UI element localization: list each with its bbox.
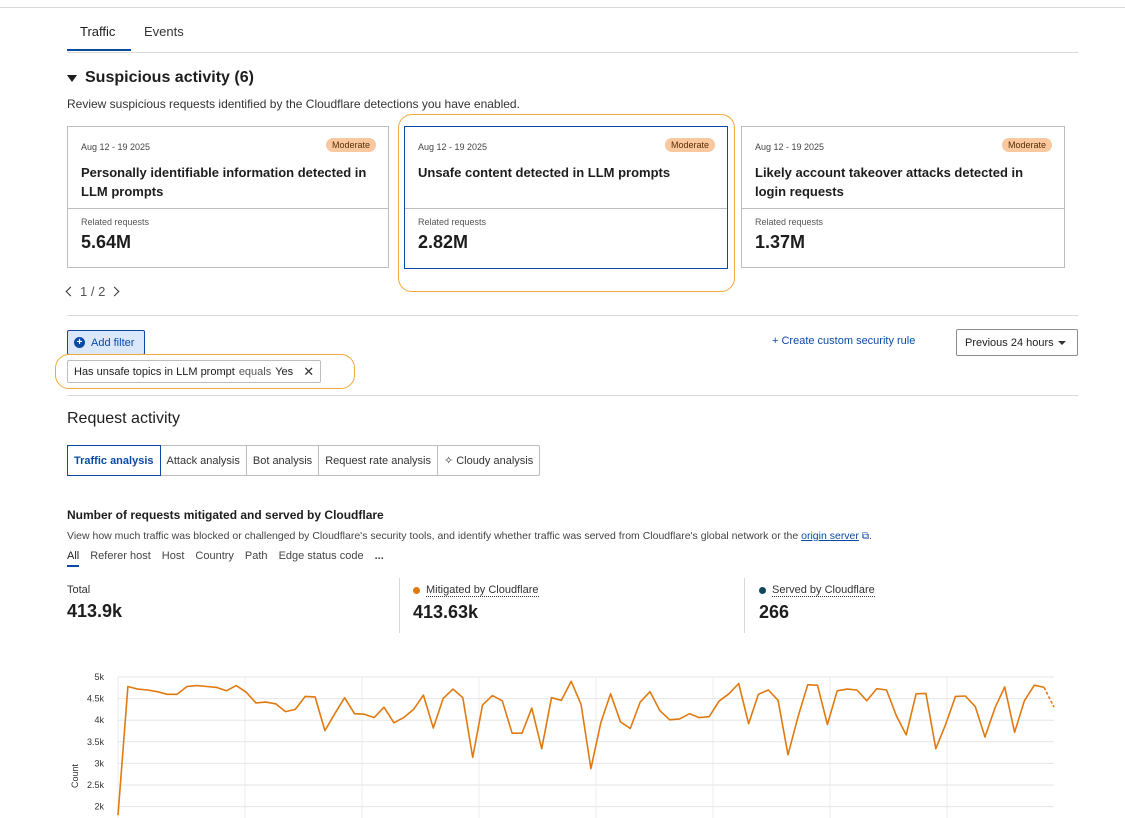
time-range-value: Previous 24 hours bbox=[965, 336, 1054, 349]
card-related-value: 5.64M bbox=[81, 232, 132, 252]
filter-chip[interactable]: Has unsafe topics in LLM prompt equals Y… bbox=[67, 360, 322, 383]
subtab-referer-host[interactable]: Referer host bbox=[90, 550, 151, 562]
section-divider bbox=[67, 395, 1078, 396]
suspicious-activity-description: Review suspicious requests identified by… bbox=[67, 97, 520, 111]
active-tab-indicator bbox=[67, 49, 131, 51]
time-range-select[interactable]: Previous 24 hours bbox=[956, 329, 1078, 356]
add-filter-label: Add filter bbox=[91, 336, 135, 349]
suspicious-activity-heading: Suspicious activity (6) bbox=[85, 69, 254, 86]
y-tick-label: 3k bbox=[94, 758, 104, 768]
subtab-path[interactable]: Path bbox=[244, 550, 268, 562]
request-activity-title: Request activity bbox=[67, 410, 180, 427]
y-axis-label: Count bbox=[70, 763, 80, 788]
sparkle-icon: ✧ bbox=[443, 455, 454, 467]
chart-description: View how much traffic was blocked or cha… bbox=[67, 530, 872, 542]
legend-dot-served bbox=[759, 587, 766, 594]
filter-value: Yes bbox=[275, 365, 294, 378]
subtab-edge-status-code[interactable]: Edge status code bbox=[278, 550, 364, 562]
card-divider bbox=[68, 208, 388, 209]
card-title: Personally identifiable information dete… bbox=[81, 165, 367, 199]
metric-label: Total bbox=[67, 584, 91, 596]
metric-value: 266 bbox=[759, 602, 790, 622]
metric-value: 413.63k bbox=[413, 602, 479, 622]
suspicious-card-account-takeover[interactable]: Aug 12 - 19 2025 Moderate Likely account… bbox=[741, 126, 1065, 268]
segment-cloudy-label: Cloudy analysis bbox=[456, 454, 534, 467]
card-divider bbox=[742, 208, 1064, 209]
card-related-label: Related requests bbox=[755, 217, 824, 227]
y-tick-label: 5k bbox=[94, 672, 104, 682]
y-tick-label: 3.5k bbox=[87, 737, 105, 747]
suspicious-card-unsafe-content[interactable]: Aug 12 - 19 2025 Moderate Unsafe content… bbox=[404, 126, 728, 269]
segment-request-rate-analysis[interactable]: Request rate analysis bbox=[319, 446, 438, 475]
pager-text: 1 / 2 bbox=[80, 284, 106, 299]
metric-total: Total 413.9k bbox=[67, 584, 122, 622]
origin-server-link[interactable]: origin server bbox=[801, 530, 859, 542]
tab-events[interactable]: Events bbox=[144, 24, 184, 39]
filter-operator: equals bbox=[238, 365, 272, 378]
card-related-value: 2.82M bbox=[418, 232, 469, 252]
plus-circle-icon: + bbox=[74, 337, 85, 348]
section-divider bbox=[67, 315, 1078, 316]
metric-served: Served by Cloudflare 266 bbox=[759, 584, 875, 623]
segment-cloudy-analysis[interactable]: ✧ Cloudy analysis bbox=[438, 446, 539, 475]
chart-description-text: View how much traffic was blocked or cha… bbox=[67, 530, 799, 542]
legend-dot-mitigated bbox=[413, 587, 420, 594]
cards-pager: 1 / 2 bbox=[65, 284, 120, 299]
chevron-right-icon[interactable] bbox=[109, 286, 120, 297]
segment-bot-analysis[interactable]: Bot analysis bbox=[247, 446, 320, 475]
card-related-label: Related requests bbox=[418, 217, 487, 227]
main-tabs: Traffic Events bbox=[67, 14, 1078, 53]
subtab-all[interactable]: All bbox=[67, 550, 80, 567]
metric-mitigated: Mitigated by Cloudflare 413.63k bbox=[413, 584, 539, 623]
caret-down-icon bbox=[67, 74, 77, 82]
card-title: Unsafe content detected in LLM prompts bbox=[418, 165, 671, 180]
filter-field: Has unsafe topics in LLM prompt bbox=[74, 365, 235, 378]
segment-traffic-analysis[interactable]: Traffic analysis bbox=[67, 445, 161, 476]
card-date: Aug 12 - 19 2025 bbox=[755, 142, 825, 152]
series-line-mitigated bbox=[117, 680, 1045, 816]
external-link-icon[interactable]: ⧉ bbox=[861, 531, 869, 542]
suspicious-card-pii[interactable]: Aug 12 - 19 2025 Moderate Personally ide… bbox=[67, 126, 389, 268]
metric-separator bbox=[399, 578, 400, 633]
metric-value: 413.9k bbox=[67, 601, 123, 621]
metric-separator bbox=[744, 578, 745, 633]
y-tick-label: 4.5k bbox=[87, 694, 105, 704]
requests-line-chart: 2k 2.5k 3k 3.5k 4k 4.5k 5k Count bbox=[70, 672, 1055, 818]
highlight-ring-filter bbox=[55, 354, 355, 389]
create-custom-rule-link[interactable]: + Create custom security rule bbox=[772, 335, 916, 347]
severity-badge: Moderate bbox=[325, 138, 376, 152]
chevron-left-icon[interactable] bbox=[65, 286, 76, 297]
card-date: Aug 12 - 19 2025 bbox=[81, 142, 151, 152]
y-tick-label: 4k bbox=[94, 715, 104, 725]
chart-description-end: . bbox=[868, 530, 872, 542]
chevron-down-icon bbox=[1057, 340, 1066, 345]
tab-traffic[interactable]: Traffic bbox=[80, 24, 116, 39]
card-date: Aug 12 - 19 2025 bbox=[418, 142, 488, 152]
subtab-country[interactable]: Country bbox=[195, 550, 234, 562]
card-related-label: Related requests bbox=[81, 217, 150, 227]
close-icon[interactable]: ✕ bbox=[303, 363, 315, 379]
severity-badge: Moderate bbox=[664, 138, 715, 152]
series-line-partial-segment bbox=[1043, 687, 1055, 708]
breakdown-tabs: All Referer host Host Country Path Edge … bbox=[67, 550, 384, 567]
highlight-ring-card bbox=[398, 114, 735, 292]
card-divider bbox=[405, 208, 727, 209]
metric-label[interactable]: Served by Cloudflare bbox=[772, 584, 875, 597]
suspicious-activity-toggle[interactable]: Suspicious activity (6) bbox=[67, 69, 254, 87]
metric-label[interactable]: Mitigated by Cloudflare bbox=[426, 584, 539, 597]
more-options-icon[interactable]: ... bbox=[374, 550, 384, 562]
subtab-host[interactable]: Host bbox=[161, 550, 185, 562]
severity-badge: Moderate bbox=[1001, 138, 1052, 152]
card-related-value: 1.37M bbox=[755, 232, 806, 252]
card-title: Likely account takeover attacks detected… bbox=[755, 165, 1024, 199]
segment-attack-analysis[interactable]: Attack analysis bbox=[161, 446, 247, 475]
analysis-segmented-control: Traffic analysis Attack analysis Bot ana… bbox=[67, 445, 541, 476]
y-tick-label: 2k bbox=[94, 802, 104, 812]
y-tick-label: 2.5k bbox=[87, 780, 105, 790]
add-filter-button[interactable]: + Add filter bbox=[67, 330, 145, 355]
top-divider bbox=[0, 7, 1125, 8]
chart-title: Number of requests mitigated and served … bbox=[67, 508, 384, 522]
